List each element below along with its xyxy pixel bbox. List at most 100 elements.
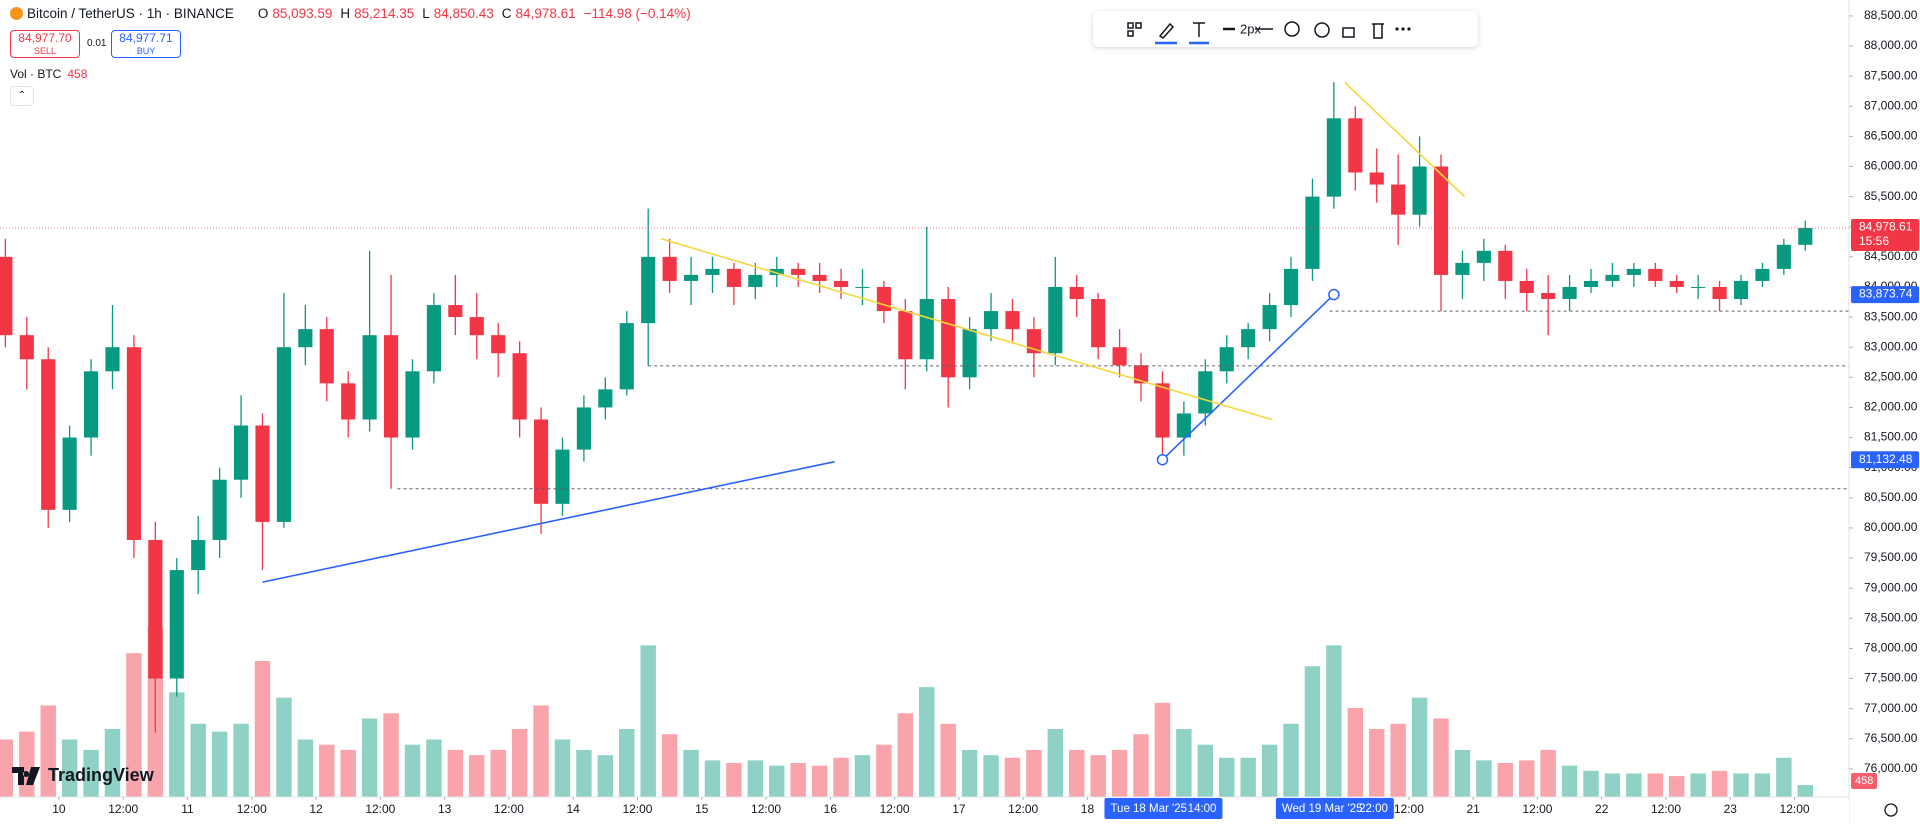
y-tick-label: 85,500.00 — [1864, 189, 1918, 203]
y-tick-label: 83,000.00 — [1864, 339, 1918, 353]
candle-body — [1455, 262, 1470, 275]
alert-icon[interactable] — [1314, 22, 1330, 38]
drawing-toolbar: 2px — [1093, 11, 1478, 47]
volume-legend: Vol · BTC 458 — [10, 67, 87, 81]
volume-bar — [1347, 708, 1364, 797]
price-marker-label: 83,873.74 — [1859, 287, 1913, 301]
candle-body — [1626, 268, 1641, 275]
candle-body — [1219, 347, 1234, 372]
candle-body — [1412, 166, 1427, 215]
layout-icon[interactable] — [1127, 22, 1134, 29]
line-width[interactable]: 2px — [1240, 21, 1261, 36]
volume-bar — [533, 705, 549, 797]
buy-button[interactable]: 84,977.71 BUY — [111, 30, 181, 58]
candle-body — [1283, 268, 1299, 306]
buy-label: BUY — [136, 46, 156, 56]
candle-body — [1069, 286, 1084, 300]
collapse-button[interactable]: ⌃ — [10, 86, 34, 106]
more-dot — [1407, 27, 1411, 31]
price-countdown: 15:56 — [1859, 234, 1889, 248]
volume-bar — [1690, 773, 1706, 797]
text-icon[interactable] — [1193, 22, 1205, 37]
time-marker-time: 22:00 — [1359, 803, 1388, 815]
more-dot — [1401, 27, 1405, 31]
price-marker — [1851, 451, 1919, 469]
layout-icon — [1127, 30, 1134, 37]
sell-button[interactable]: 84,977.70 SELL — [10, 30, 80, 58]
candle-body — [1005, 311, 1020, 330]
volume-bar — [1090, 755, 1106, 797]
lock-icon[interactable] — [1342, 27, 1355, 38]
volume-label: Vol · BTC — [10, 67, 62, 81]
candle-body — [812, 274, 827, 281]
volume-bar — [1647, 773, 1664, 797]
volume-bar — [126, 653, 142, 797]
candle-body — [83, 371, 99, 438]
volume-bar — [233, 723, 249, 797]
x-tick-label: 12:00 — [494, 802, 524, 816]
candle-body — [426, 305, 441, 372]
volume-bar — [1197, 744, 1214, 797]
candle-body — [19, 335, 34, 360]
x-tick-label: 10 — [52, 802, 66, 816]
candle-body — [298, 329, 313, 348]
volume-bar — [1776, 757, 1792, 797]
trash-icon[interactable] — [1372, 23, 1384, 39]
x-tick-label: 21 — [1466, 802, 1480, 816]
candle-body — [705, 268, 720, 275]
trend-line — [1161, 294, 1335, 461]
candle-body — [726, 268, 741, 287]
sell-price: 84,977.70 — [18, 31, 72, 45]
volume-bar — [1219, 757, 1235, 797]
x-tick-label: 14 — [567, 802, 581, 816]
candle-body — [1262, 305, 1277, 330]
y-tick-label: 88,000.00 — [1864, 38, 1918, 52]
x-tick-label: 17 — [952, 802, 966, 816]
candle-body — [1091, 299, 1106, 348]
candle-body — [1348, 118, 1363, 173]
volume-bar — [747, 760, 764, 797]
volume-bar — [1454, 749, 1471, 797]
candle-body — [469, 317, 484, 336]
y-tick-label: 86,000.00 — [1864, 159, 1918, 173]
price-marker-label: 84,978.61 — [1859, 220, 1913, 234]
volume-bar — [1026, 749, 1042, 797]
volume-bar — [1476, 760, 1492, 797]
volume-bar — [1047, 729, 1064, 797]
settings-button[interactable] — [1884, 803, 1898, 817]
line-handle — [1156, 453, 1169, 466]
x-tick-label: 12:00 — [365, 802, 395, 816]
volume-bar — [340, 749, 356, 797]
volume-bar — [1754, 773, 1771, 797]
more-dot[interactable] — [1395, 27, 1399, 31]
symbol-header: Bitcoin / TetherUS · 1h · BINANCE O 85,09… — [10, 6, 695, 21]
y-tick-label: 82,500.00 — [1864, 369, 1918, 383]
x-tick-label: 12:00 — [1522, 802, 1552, 816]
y-tick-label: 77,000.00 — [1864, 701, 1918, 715]
volume-bar — [104, 729, 121, 797]
price-change: −114.98 (−0.14%) — [583, 6, 691, 21]
y-tick-label: 79,500.00 — [1864, 550, 1918, 564]
volume-bar — [1283, 723, 1299, 797]
layout-icon — [1135, 22, 1142, 29]
pencil-icon[interactable] — [1158, 22, 1175, 39]
volume-bar — [319, 744, 335, 797]
volume-bar — [297, 739, 314, 797]
l-label: L — [422, 6, 430, 21]
candle-body — [598, 389, 613, 408]
symbol[interactable]: Bitcoin / TetherUS · 1h · BINANCE — [27, 6, 234, 21]
volume-bar — [961, 749, 978, 797]
volume-bar — [790, 763, 806, 797]
spread: 0.01 — [87, 38, 107, 49]
volume-bar — [426, 739, 442, 797]
y-tick-label: 86,500.00 — [1864, 129, 1918, 143]
settings-icon[interactable] — [1284, 21, 1300, 37]
candle-body — [1326, 118, 1341, 197]
x-tick-label: 12:00 — [1651, 802, 1681, 816]
volume-bar — [1133, 734, 1149, 797]
candle-body — [41, 359, 56, 510]
x-tick-label: 12:00 — [1008, 802, 1038, 816]
candle-body — [1712, 286, 1727, 300]
x-tick-label: 12:00 — [880, 802, 910, 816]
